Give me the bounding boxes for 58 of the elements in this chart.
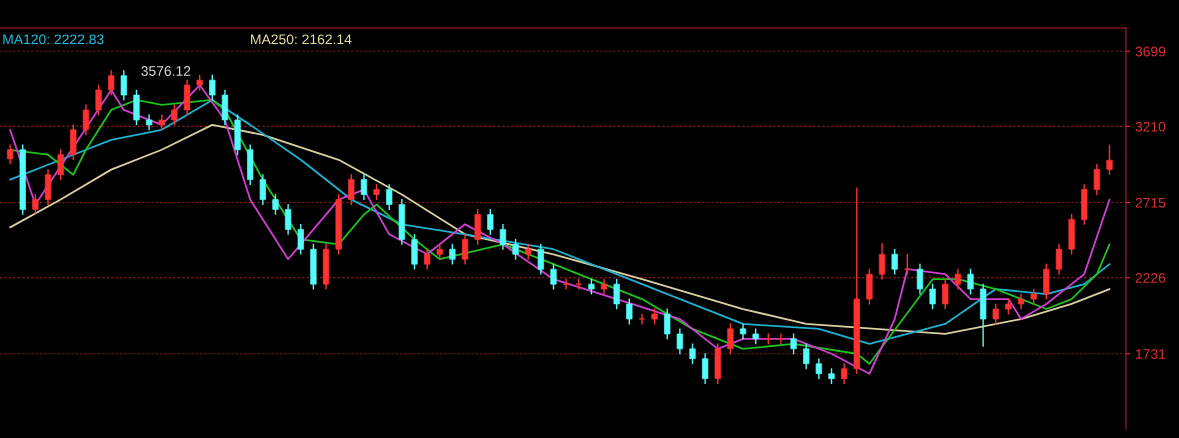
y-tick-label: 2226 [1135, 273, 1166, 283]
candlestick [348, 173, 355, 206]
candlestick [108, 69, 115, 97]
candlestick [916, 263, 924, 296]
candlestick [803, 342, 810, 370]
candlestick [120, 69, 127, 102]
candlestick [841, 362, 848, 385]
candlestick [57, 148, 64, 181]
candlestick [967, 268, 974, 296]
y-tick-label: 3699 [1135, 46, 1166, 57]
candlestick [171, 103, 178, 127]
y-tick-label: 2715 [1135, 197, 1166, 208]
annotation: 3576.12 [141, 66, 191, 76]
y-tick-label: 1731 [1136, 349, 1166, 359]
candlestick [499, 223, 507, 251]
candlestick [449, 243, 456, 266]
candlestick [954, 268, 961, 291]
candlestick [550, 263, 557, 291]
y-tick-label: 3210 [1135, 121, 1166, 132]
candlestick [878, 242, 886, 281]
candlestick [82, 103, 90, 136]
candlestick [259, 173, 266, 206]
candlestick [563, 278, 570, 291]
candlestick [461, 233, 469, 266]
annotation: MA120: 2222.83 [3, 34, 104, 45]
candlestick [929, 282, 936, 311]
candlestick [1055, 243, 1063, 276]
candlestick [992, 302, 999, 326]
candlestick [626, 297, 633, 326]
candlestick [297, 223, 304, 256]
candlestick [284, 203, 292, 236]
candlestick [702, 352, 709, 385]
candlestick [613, 278, 620, 311]
candlestick [942, 278, 949, 311]
candlestick [537, 243, 544, 276]
candlestick [209, 74, 216, 102]
candlestick [95, 83, 102, 117]
candlestick [689, 342, 696, 365]
candlestick [424, 248, 431, 271]
candlestick [1106, 144, 1113, 176]
candlestick [1093, 163, 1101, 196]
annotation: MA250: 2162.14 [251, 34, 352, 45]
candlestick [32, 193, 39, 216]
candlestick [891, 248, 898, 276]
candlestick [512, 238, 519, 261]
candlestick [664, 307, 671, 341]
candlestick [272, 193, 279, 216]
candlestick [815, 357, 822, 380]
candlestick [727, 322, 734, 355]
candlestick [790, 332, 797, 355]
candlestick [904, 253, 911, 276]
candlestick [487, 208, 494, 236]
candlestick [360, 173, 368, 201]
candlestick [638, 312, 646, 326]
candlestick [777, 332, 785, 345]
candlestick [386, 183, 393, 211]
candlestick [676, 327, 683, 355]
candlestick [6, 143, 14, 165]
